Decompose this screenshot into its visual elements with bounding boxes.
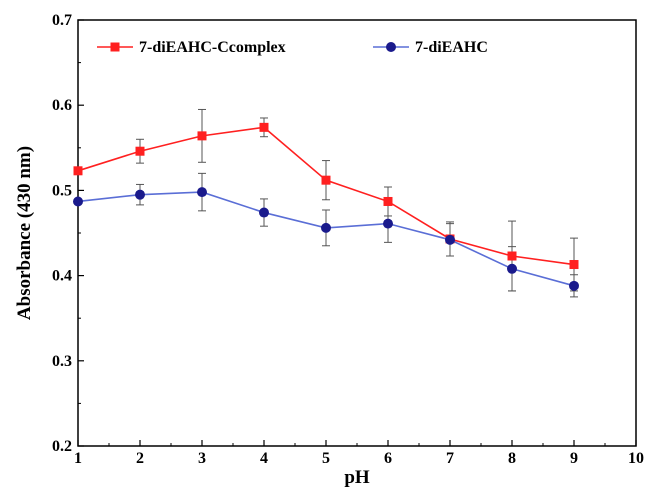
data-point-circle [321, 222, 331, 233]
series-markers [73, 122, 579, 291]
x-tick-label: 8 [508, 450, 516, 467]
x-tick-label: 7 [446, 450, 454, 467]
data-point-circle [259, 207, 269, 218]
series-lines [77, 126, 575, 287]
data-point-circle [197, 187, 207, 198]
data-point-square [73, 166, 83, 176]
legend-label-1: 7-diEAHC-Ccomplex [139, 39, 286, 56]
data-point-square [321, 175, 331, 185]
y-tick-label: 0.5 [52, 182, 72, 199]
x-tick-label: 6 [384, 450, 392, 467]
y-tick-label: 0.4 [52, 268, 72, 285]
data-point-circle [569, 280, 579, 291]
data-point-circle [73, 196, 83, 207]
data-point-square [197, 131, 207, 141]
legend-label-2: 7-diEAHC [415, 39, 488, 56]
legend-marker-circle [386, 42, 396, 52]
data-point-circle [445, 234, 455, 245]
y-tick-label: 0.3 [52, 353, 72, 370]
data-point-square [259, 122, 269, 132]
x-tick-label: 2 [136, 450, 144, 467]
plot-area-border [77, 19, 637, 447]
data-point-square [507, 251, 517, 261]
x-tick-label: 4 [260, 450, 268, 467]
legend-marker-square [110, 42, 120, 52]
data-point-circle [135, 189, 145, 200]
x-axis-title: pH [344, 467, 370, 488]
data-point-square [383, 196, 393, 206]
x-tick-label: 9 [570, 450, 578, 467]
x-tick-label: 1 [74, 450, 82, 467]
plot-frame [77, 19, 637, 447]
data-point-square [569, 260, 579, 270]
data-point-circle [507, 263, 517, 274]
y-tick-label: 0.6 [52, 97, 72, 114]
x-tick-label: 5 [322, 450, 330, 467]
y-tick-label: 0.7 [52, 12, 72, 29]
data-point-square [135, 146, 145, 156]
x-tick-label: 3 [198, 450, 206, 467]
x-tick-label: 10 [628, 450, 644, 467]
data-point-circle [383, 218, 393, 229]
legend: 7-diEAHC-Ccomplex 7-diEAHC [97, 39, 488, 56]
axis-ticks: 1 2 3 4 5 6 7 8 9 10 0.2 0.3 0.4 0.5 0.6 0.7 [52, 12, 644, 467]
y-tick-label: 0.2 [52, 438, 72, 455]
y-axis-title: Absorbance (430 nm) [14, 146, 35, 320]
